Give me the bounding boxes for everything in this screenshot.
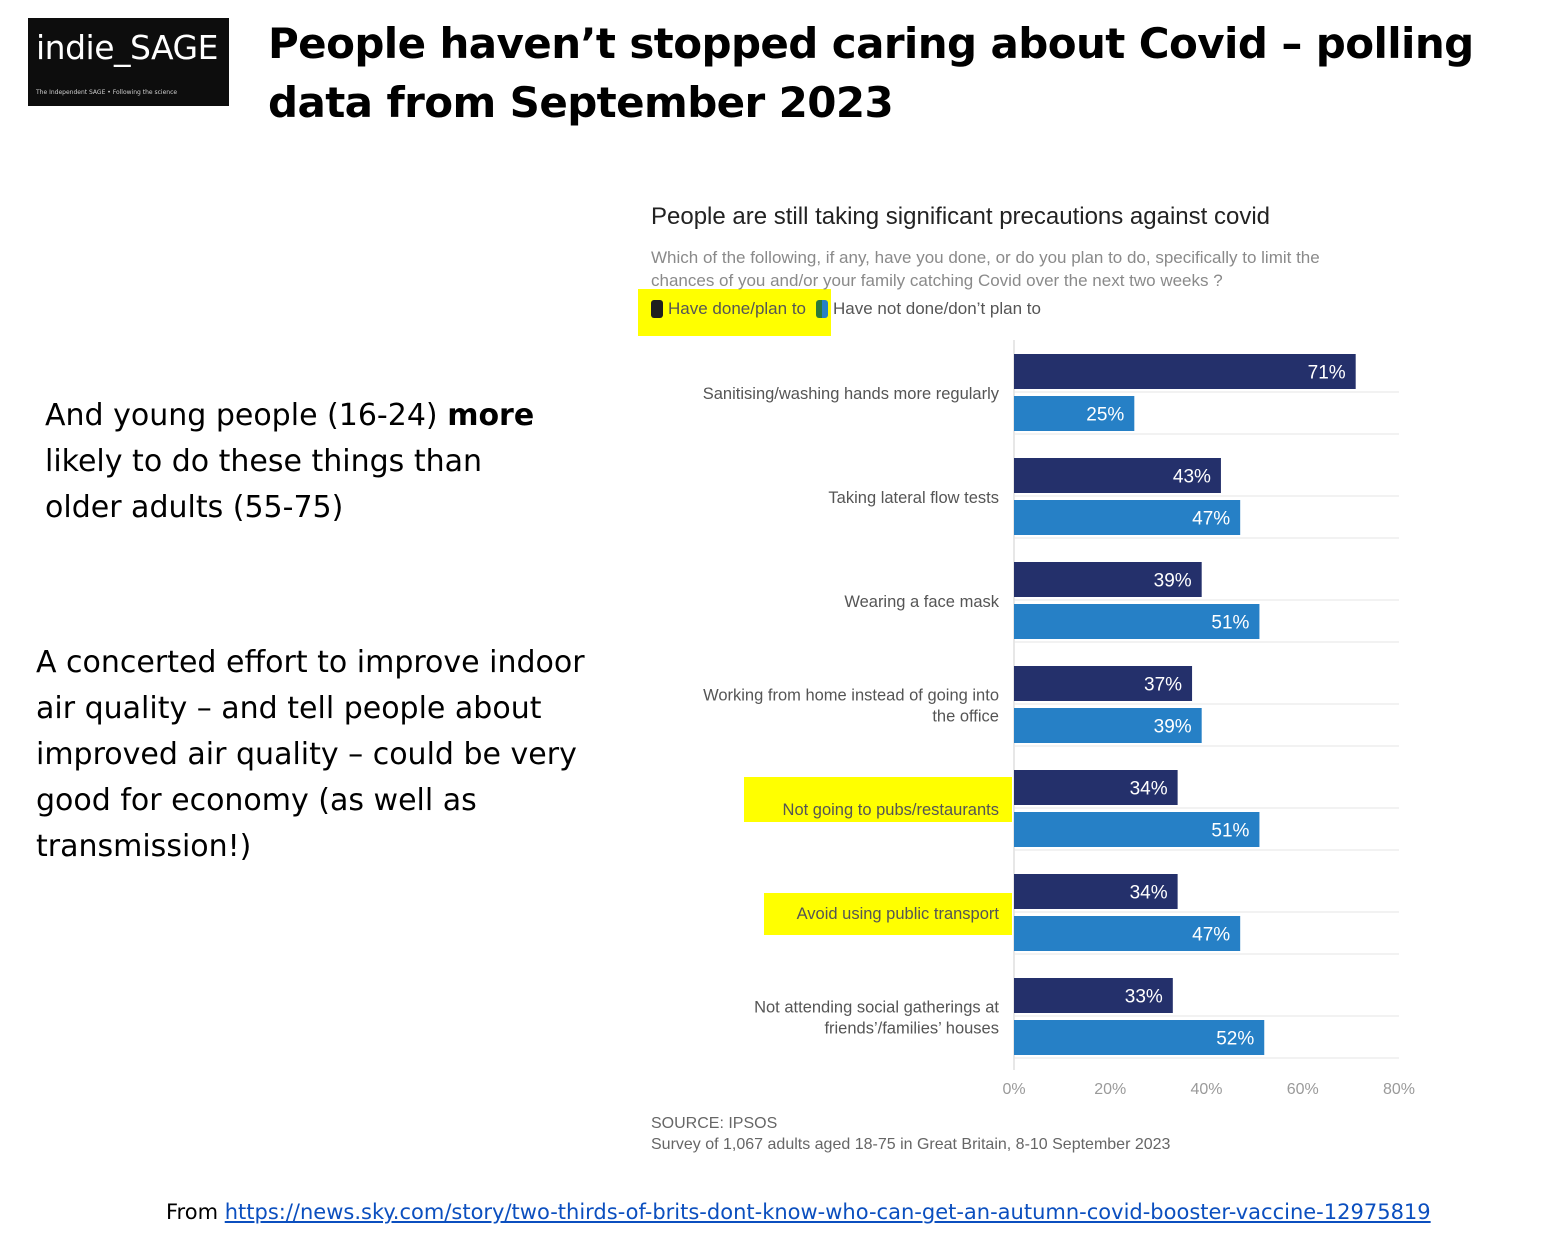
category-label: friends’/families’ houses bbox=[824, 1020, 999, 1038]
bar-not-done bbox=[1014, 500, 1241, 535]
bar-value-label: 52% bbox=[1216, 1029, 1254, 1050]
bar-value-label: 47% bbox=[1192, 509, 1230, 530]
source-footer: From https://news.sky.com/story/two-thir… bbox=[166, 1200, 1431, 1224]
category-label: Working from home instead of going into bbox=[703, 687, 999, 705]
x-tick-label: 0% bbox=[1002, 1081, 1025, 1098]
bar-not-done bbox=[1014, 396, 1135, 431]
note1-post: likely to do these things than older adu… bbox=[45, 444, 483, 525]
chart-survey-note: Survey of 1,067 adults aged 18-75 in Gre… bbox=[651, 1136, 1171, 1153]
category-label: the office bbox=[932, 708, 999, 726]
bar-value-label: 33% bbox=[1125, 987, 1163, 1008]
bar-value-label: 51% bbox=[1211, 613, 1249, 634]
category-label: Avoid using public transport bbox=[797, 905, 1000, 923]
bar-not-done bbox=[1014, 1020, 1265, 1055]
bar-not-done bbox=[1014, 604, 1260, 639]
logo-tagline: The Independent SAGE • Following the sci… bbox=[36, 89, 178, 96]
legend-swatch-not-done bbox=[816, 300, 828, 318]
bar-done bbox=[1014, 354, 1356, 389]
bar-done bbox=[1014, 666, 1193, 701]
category-label: Wearing a face mask bbox=[844, 593, 999, 611]
legend-label-not-done: Have not done/don’t plan to bbox=[833, 299, 1041, 318]
logo-text: indie_SAGE bbox=[36, 28, 218, 67]
footer-prefix: From bbox=[166, 1200, 225, 1224]
bar-done bbox=[1014, 978, 1173, 1013]
bar-value-label: 51% bbox=[1211, 821, 1249, 842]
bar-value-label: 34% bbox=[1130, 883, 1168, 904]
indie-sage-logo: indie_SAGE The Independent SAGE • Follow… bbox=[28, 18, 229, 106]
note-young-people: And young people (16-24) more likely to … bbox=[45, 393, 565, 531]
bar-done bbox=[1014, 874, 1178, 909]
chart-legend: Have done/plan to Have not done/don’t pl… bbox=[651, 299, 1041, 319]
note-air-quality: A concerted effort to improve indoor air… bbox=[36, 645, 585, 864]
x-tick-label: 60% bbox=[1287, 1081, 1319, 1098]
bar-value-label: 34% bbox=[1130, 779, 1168, 800]
highlight-pubs bbox=[744, 777, 1012, 822]
bar-not-done bbox=[1014, 812, 1260, 847]
x-tick-label: 80% bbox=[1383, 1081, 1415, 1098]
category-label: Sanitising/washing hands more regularly bbox=[703, 385, 1000, 403]
chart-subtitle-line2: chances of you and/or your family catchi… bbox=[651, 271, 1223, 290]
chart-subtitle-line1: Which of the following, if any, have you… bbox=[651, 248, 1320, 267]
category-label: Taking lateral flow tests bbox=[828, 489, 999, 507]
bar-not-done bbox=[1014, 916, 1241, 951]
bar-value-label: 47% bbox=[1192, 925, 1230, 946]
category-label: Not attending social gatherings at bbox=[754, 999, 999, 1017]
note1-pre: And young people (16-24) bbox=[45, 398, 448, 433]
x-tick-label: 40% bbox=[1190, 1081, 1222, 1098]
note1-bold: more bbox=[447, 398, 535, 433]
x-tick-label: 20% bbox=[1094, 1081, 1126, 1098]
slide-title: People haven’t stopped caring about Covi… bbox=[268, 19, 1474, 127]
bar-value-label: 37% bbox=[1144, 675, 1182, 696]
highlight-transport bbox=[764, 893, 1012, 935]
bar-done bbox=[1014, 562, 1202, 597]
chart-source: SOURCE: IPSOS bbox=[651, 1115, 777, 1132]
bar-value-label: 39% bbox=[1154, 571, 1192, 592]
legend-highlight bbox=[638, 289, 831, 336]
legend-swatch-done bbox=[651, 300, 663, 318]
legend-label-done: Have done/plan to bbox=[668, 299, 806, 318]
bar-done bbox=[1014, 770, 1178, 805]
bar-value-label: 25% bbox=[1086, 405, 1124, 426]
bar-value-label: 39% bbox=[1154, 717, 1192, 738]
bar-value-label: 43% bbox=[1173, 467, 1211, 488]
chart-title: People are still taking significant prec… bbox=[651, 203, 1270, 230]
source-link[interactable]: https://news.sky.com/story/two-thirds-of… bbox=[224, 1200, 1431, 1224]
bar-done bbox=[1014, 458, 1221, 493]
bar-value-label: 71% bbox=[1308, 363, 1346, 384]
bar-not-done bbox=[1014, 708, 1202, 743]
category-label: Not going to pubs/restaurants bbox=[783, 801, 999, 819]
